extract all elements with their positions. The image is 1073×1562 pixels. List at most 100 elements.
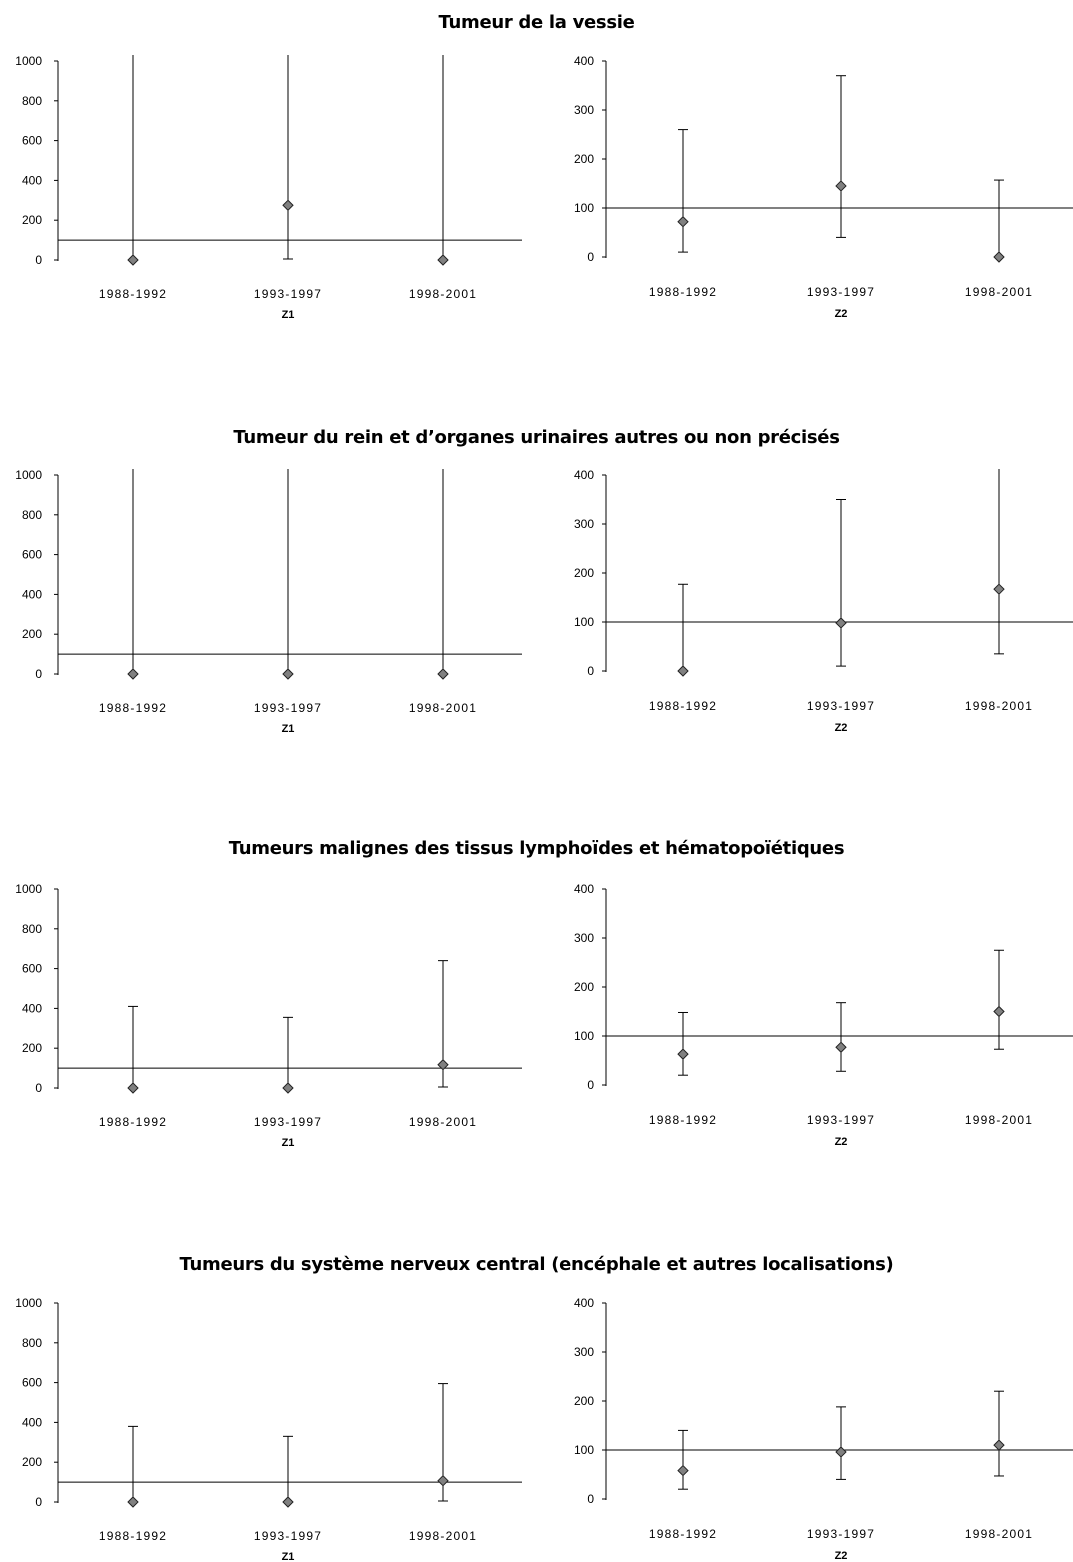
y-tick-label: 400 [22,1001,42,1015]
x-axis-title: Z2 [835,308,848,320]
x-axis-title: Z2 [835,722,848,734]
x-category-label: 1988-1992 [99,701,167,715]
data-point-diamond [437,1059,449,1071]
y-tick-label: 800 [22,508,42,522]
y-tick-label: 0 [587,250,594,264]
x-category-label: 1988-1992 [99,1115,167,1129]
data-point-diamond [127,1082,139,1094]
y-tick-label: 300 [574,517,594,531]
y-tick-label: 300 [574,931,594,945]
data-point-diamond [677,1464,689,1477]
chart-z1: 0 200 400 600 800 1000 1988-1992 1993-1997 1998-… [15,882,522,1149]
y-tick-label: 0 [35,1495,42,1509]
x-axis-title: Z1 [282,723,295,735]
x-axis-title: Z2 [835,1136,848,1148]
data-point-diamond [437,668,449,680]
y-tick-label: 300 [574,1345,594,1359]
section-title: Tumeur de la vessie [438,12,635,33]
y-tick-label: 200 [574,980,594,994]
data-point-diamond [282,1496,294,1508]
y-tick-label: 200 [574,566,594,580]
data-point-diamond [282,199,294,211]
x-axis-title: Z1 [282,309,295,321]
data-point-diamond [835,1446,847,1458]
data-point-diamond [993,1439,1005,1451]
y-tick-label: 800 [22,94,42,108]
x-category-label: 1993-1997 [807,699,875,713]
y-tick-label: 100 [574,1443,594,1457]
section-title: Tumeur du rein et d’organes urinaires au… [233,427,840,448]
data-point-diamond [437,1474,449,1487]
x-axis-title: Z2 [835,1550,848,1562]
y-tick-label: 100 [574,201,594,215]
y-tick-label: 200 [22,627,42,641]
y-tick-label: 100 [574,615,594,629]
x-category-label: 1988-1992 [649,699,717,713]
y-tick-label: 200 [22,213,42,227]
data-point-diamond [993,583,1005,595]
y-tick-label: 600 [22,962,42,976]
section-bladder: Tumeur de la vessie 0 200 400 600 800 1000 198… [0,0,1073,410]
chart-z1: 0 200 400 600 800 1000 1988-1992 1993-1997 1998-… [15,468,522,735]
data-point-diamond [127,668,139,680]
y-tick-label: 1000 [15,54,42,68]
data-point-diamond [282,668,294,680]
section-title: Tumeurs malignes des tissus lymphoïdes e… [228,838,845,859]
x-category-label: 1993-1997 [807,1527,875,1541]
y-tick-label: 0 [587,1078,594,1092]
y-tick-label: 1000 [15,882,42,896]
x-category-label: 1993-1997 [807,285,875,299]
y-tick-label: 0 [587,664,594,678]
x-category-label: 1998-2001 [409,1115,477,1129]
x-category-label: 1998-2001 [965,1527,1033,1541]
chart-z1: 0 200 400 600 800 1000 1988-1992 1993-1997 1998-… [15,54,522,321]
data-point-diamond [677,1048,689,1060]
y-tick-label: 1000 [15,468,42,482]
data-point-diamond [835,617,847,629]
y-tick-label: 400 [22,1415,42,1429]
data-point-diamond [835,180,847,192]
chart-z2: 0 100 200 300 400 1988-1992 1993-1997 1998-2001… [574,468,1073,734]
y-tick-label: 400 [574,882,594,896]
y-tick-label: 0 [35,253,42,267]
x-category-label: 1998-2001 [409,1529,477,1543]
y-tick-label: 0 [35,1081,42,1095]
section-title: Tumeurs du système nerveux central (encé… [179,1254,894,1275]
y-tick-label: 600 [22,1376,42,1390]
x-category-label: 1993-1997 [254,1529,322,1543]
x-category-label: 1993-1997 [254,701,322,715]
section-lymphoid: Tumeurs malignes des tissus lymphoïdes e… [0,828,1073,1238]
y-tick-label: 800 [22,922,42,936]
x-axis-title: Z1 [282,1137,295,1149]
x-axis-title: Z1 [282,1551,295,1562]
data-point-diamond [677,665,689,677]
x-category-label: 1998-2001 [409,701,477,715]
chart-z1: 0 200 400 600 800 1000 1988-1992 1993-1997 1998-… [15,1296,522,1562]
y-tick-label: 400 [22,173,42,187]
y-tick-label: 200 [574,152,594,166]
y-tick-label: 200 [22,1455,42,1469]
section-cns: Tumeurs du système nerveux central (encé… [0,1242,1073,1562]
chart-z2: 0 100 200 300 400 1988-1992 1993-1997 1998-2001… [574,882,1073,1148]
y-tick-label: 400 [22,587,42,601]
y-tick-label: 400 [574,1296,594,1310]
y-tick-label: 0 [35,667,42,681]
x-category-label: 1998-2001 [965,1113,1033,1127]
x-category-label: 1998-2001 [409,287,477,301]
x-category-label: 1998-2001 [965,699,1033,713]
data-point-diamond [993,251,1005,263]
data-point-diamond [993,1005,1005,1018]
chart-z2: 0 100 200 300 400 1988-1992 1993-1997 1998-2001… [574,54,1073,320]
data-point-diamond [127,1496,139,1508]
y-tick-label: 100 [574,1029,594,1043]
y-tick-label: 600 [22,548,42,562]
y-tick-label: 400 [574,54,594,68]
y-tick-label: 1000 [15,1296,42,1310]
y-tick-label: 200 [574,1394,594,1408]
data-point-diamond [282,1082,294,1094]
x-category-label: 1988-1992 [99,1529,167,1543]
data-point-diamond [437,254,449,266]
x-category-label: 1988-1992 [649,1527,717,1541]
y-tick-label: 0 [587,1492,594,1506]
y-tick-label: 800 [22,1336,42,1350]
